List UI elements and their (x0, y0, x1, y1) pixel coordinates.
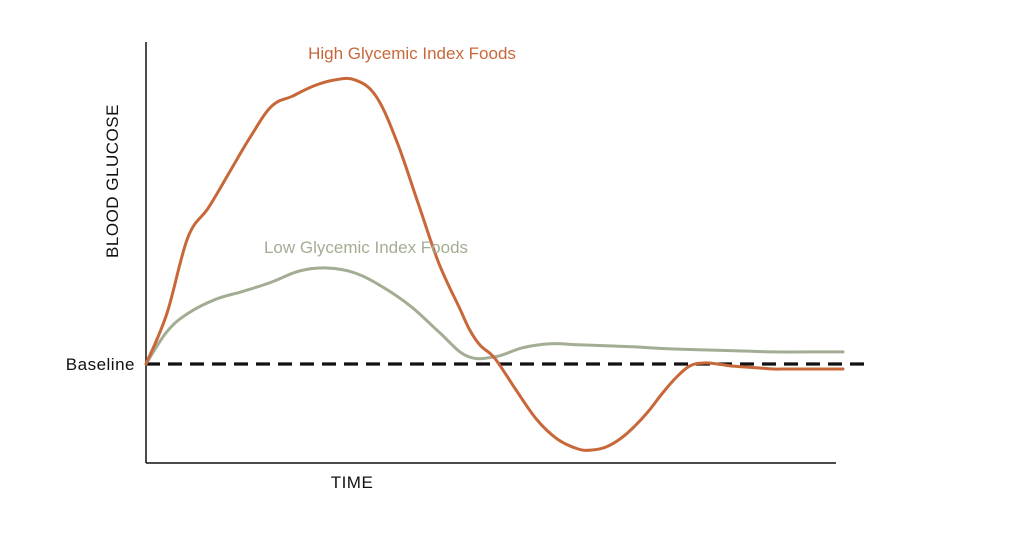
series-line-high-glycemic (144, 76, 845, 452)
baseline-label: Baseline (66, 355, 135, 374)
x-axis-label: TIME (331, 473, 374, 492)
series-label-high-glycemic: High Glycemic Index Foods (308, 44, 516, 63)
series-line-low-glycemic (144, 266, 845, 366)
series-label-low-glycemic: Low Glycemic Index Foods (264, 238, 468, 257)
y-axis-label: BLOOD GLUCOSE (103, 104, 122, 258)
